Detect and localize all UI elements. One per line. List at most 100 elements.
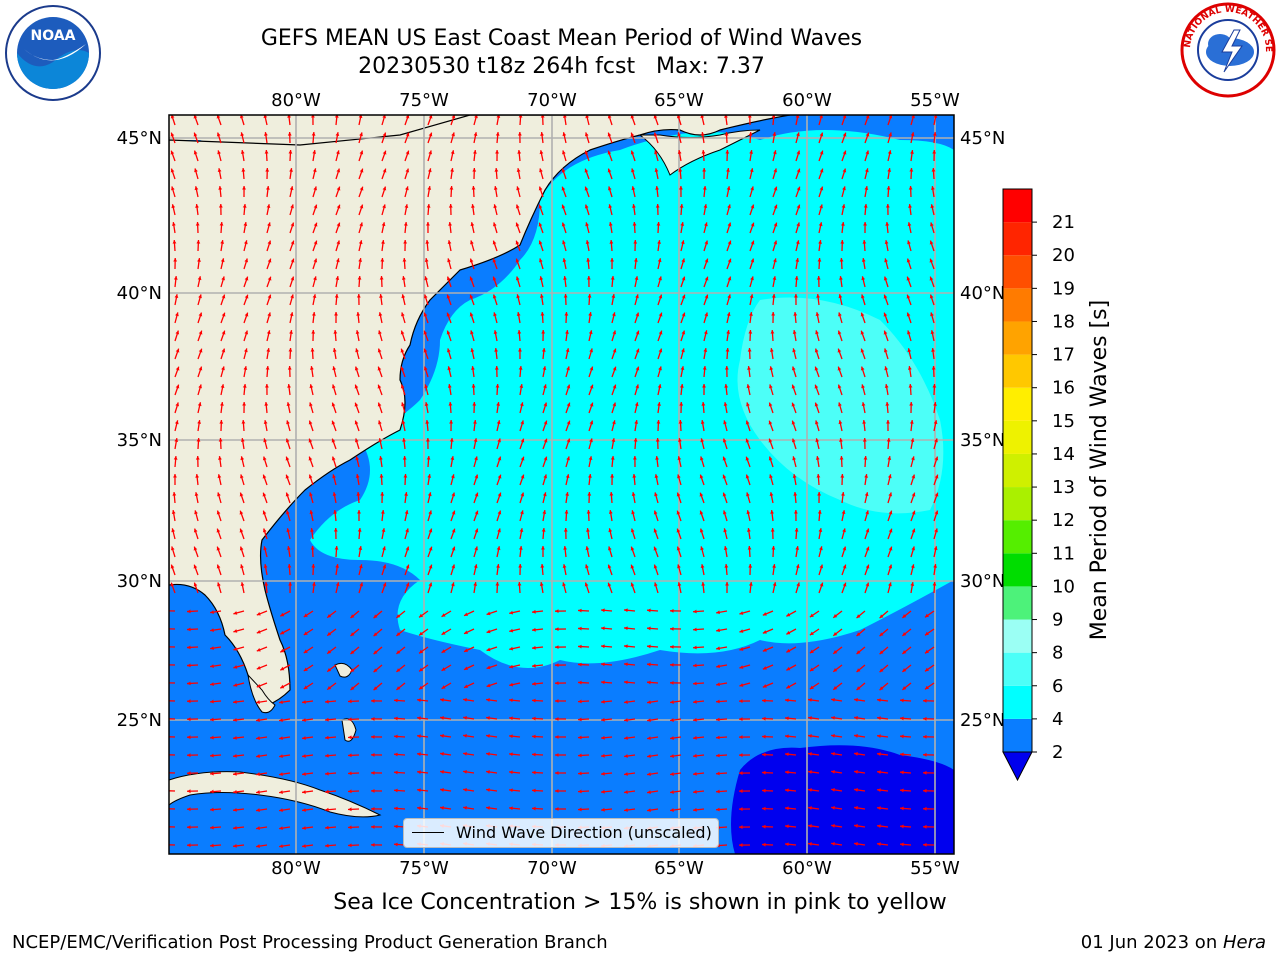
wind-wave-arrowhead [727, 294, 731, 299]
wind-wave-arrowhead [929, 276, 934, 281]
wind-wave-arrowhead [378, 456, 383, 460]
wind-wave-arrowhead [193, 528, 198, 533]
wind-wave-arrowhead [543, 438, 548, 443]
wind-wave-arrowhead [509, 698, 513, 703]
wind-wave-arrowhead [239, 528, 244, 533]
wind-wave-arrowhead [515, 276, 520, 281]
wind-wave-arrowhead [543, 456, 548, 461]
wind-wave-arrowhead [563, 294, 568, 298]
wind-wave-arrowhead [630, 546, 635, 551]
wind-wave-arrowhead [762, 612, 767, 616]
wind-wave-arrowhead [279, 718, 283, 723]
wind-wave-arrowhead [327, 667, 332, 672]
wind-wave-arrowhead [425, 420, 430, 424]
wind-wave-arrowhead [373, 686, 378, 691]
wind-wave-arrowhead [494, 366, 499, 370]
wind-wave-arrowhead [400, 330, 405, 335]
wind-wave-arrowhead [187, 843, 191, 848]
wind-wave-arrowhead [586, 528, 590, 532]
wind-wave-arrowhead [750, 204, 755, 209]
wind-wave-arrowhead [934, 510, 939, 515]
wind-wave-arrowhead [837, 330, 842, 335]
wind-wave-arrowhead [586, 510, 591, 514]
wind-wave-arrowhead [566, 384, 571, 389]
wind-wave-arrowhead [864, 492, 869, 497]
wind-wave-arrowhead [240, 438, 245, 442]
wind-wave-arrowhead [578, 626, 582, 631]
wind-wave-arrowhead [516, 294, 521, 299]
wind-wave-arrowhead [486, 752, 490, 756]
wind-wave-arrowhead [670, 754, 674, 758]
wind-wave-arrowhead [624, 718, 628, 722]
wind-wave-arrowhead [242, 204, 247, 208]
colorbar-segment [1003, 387, 1032, 421]
wind-wave-arrowhead [933, 420, 938, 425]
wind-wave-arrowhead [831, 751, 835, 756]
wind-wave-arrowhead [555, 789, 559, 793]
wind-wave-arrowhead [578, 789, 582, 794]
wind-wave-arrowhead [280, 612, 285, 617]
wind-wave-arrowhead [175, 402, 180, 407]
wind-wave-arrowhead [451, 474, 455, 479]
wind-wave-arrowhead [911, 546, 916, 551]
wind-wave-arrowhead [555, 771, 559, 775]
wind-wave-arrowhead [509, 734, 513, 739]
wind-wave-arrowhead [555, 681, 559, 686]
wind-wave-arrowhead [586, 276, 591, 280]
wind-wave-arrowhead [539, 582, 544, 586]
wind-wave-arrowhead [335, 276, 340, 280]
wind-wave-arrowhead [612, 420, 616, 425]
wind-wave-arrowhead [496, 402, 500, 406]
wind-wave-arrowhead [808, 842, 812, 846]
wind-wave-arrowhead [831, 715, 835, 720]
wind-wave-arrowhead [750, 186, 754, 191]
wind-wave-arrowhead [670, 736, 674, 740]
wind-wave-arrowhead [463, 787, 467, 792]
wind-wave-arrowhead [808, 752, 812, 756]
wind-wave-arrowhead [842, 186, 846, 191]
wind-wave-arrowhead [265, 168, 270, 172]
wind-wave-arrowhead [217, 168, 222, 173]
wind-wave-arrowhead [240, 564, 244, 569]
wind-wave-arrowhead [634, 402, 639, 407]
wind-wave-arrowhead [854, 734, 858, 738]
wind-wave-arrowhead [587, 294, 592, 298]
wind-wave-arrowhead [543, 420, 548, 425]
colorbar-tick-label: 6 [1052, 676, 1063, 697]
wind-wave-arrowhead [405, 150, 410, 155]
wind-wave-arrowhead [726, 168, 730, 172]
wind-wave-arrowhead [839, 258, 844, 262]
wind-wave-arrowhead [348, 735, 352, 740]
wind-wave-arrowhead [354, 420, 359, 425]
wind-wave-arrowhead [612, 402, 617, 407]
wind-wave-arrowhead [700, 546, 704, 551]
wind-wave-arrowhead [653, 115, 658, 119]
wind-wave-arrowhead [217, 474, 222, 479]
wind-wave-arrowhead [630, 564, 635, 569]
wind-wave-arrowhead [474, 492, 479, 497]
wind-wave-arrowhead [833, 614, 838, 618]
wind-wave-arrowhead [401, 294, 406, 299]
wind-wave-arrowhead [841, 510, 846, 515]
wind-wave-arrowhead [888, 132, 892, 137]
wind-wave-arrowhead [584, 150, 589, 155]
wind-wave-arrowhead [608, 528, 613, 533]
wind-wave-arrowhead [727, 258, 732, 263]
wind-wave-arrowhead [658, 276, 662, 281]
wind-wave-arrowhead [287, 366, 292, 370]
wind-wave-arrowhead [773, 240, 778, 245]
wind-wave-arrowhead [607, 582, 612, 587]
wind-wave-arrowhead [541, 348, 546, 352]
wind-wave-arrowhead [923, 788, 927, 793]
wind-wave-arrowhead [647, 662, 651, 667]
wind-wave-arrowhead [441, 613, 446, 617]
wind-wave-arrowhead [635, 366, 640, 371]
colorbar-tick-label: 8 [1052, 643, 1063, 664]
wind-wave-arrowhead [680, 240, 685, 245]
wind-wave-arrowhead [263, 115, 268, 119]
wind-wave-arrowhead [198, 366, 203, 371]
wind-wave-arrowhead [542, 510, 547, 514]
wind-wave-arrowhead [303, 631, 308, 636]
wind-wave-arrowhead [658, 366, 662, 371]
wind-wave-arrowhead [745, 474, 750, 479]
